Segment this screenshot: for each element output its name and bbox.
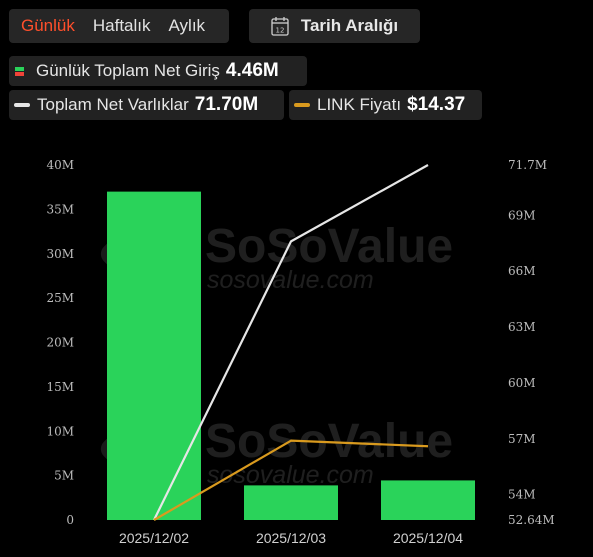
- right-tick-label: 71.7M: [508, 158, 547, 172]
- left-tick-label: 5M: [54, 469, 74, 483]
- bar[interactable]: [244, 485, 338, 520]
- date-range-button[interactable]: 12 Tarih Aralığı: [249, 9, 420, 43]
- left-tick-label: 25M: [46, 291, 74, 305]
- legend-daily-inflow-name: Günlük Toplam Net Giriş: [36, 61, 220, 80]
- legend-total-net-assets-name: Toplam Net Varlıklar: [37, 95, 189, 114]
- right-tick-label: 52.64M: [508, 513, 555, 527]
- watermark-brand: SoSoValue: [205, 220, 453, 273]
- right-axis: 52.64M 54M 57M 60M 63M 66M 69M 71.7M: [508, 158, 555, 527]
- tab-monthly[interactable]: Aylık: [168, 16, 206, 35]
- series-line[interactable]: [153, 164, 429, 521]
- left-tick-label: 40M: [46, 158, 74, 172]
- left-tick-label: 15M: [46, 380, 74, 394]
- legend-link-price[interactable]: LINK Fiyatı $14.37: [289, 90, 482, 120]
- bar[interactable]: [107, 191, 201, 520]
- legend-daily-inflow-value: 4.46M: [225, 60, 279, 81]
- right-tick-label: 60M: [508, 376, 536, 390]
- watermark-url: sosovalue.com: [207, 461, 374, 489]
- bar-swatch-icon: [15, 66, 24, 76]
- legend-link-price-value: $14.37: [407, 94, 466, 115]
- watermark-url: sosovalue.com: [207, 266, 374, 294]
- tab-daily[interactable]: Günlük: [21, 16, 75, 35]
- svg-text:12: 12: [275, 27, 284, 35]
- bar[interactable]: [381, 480, 475, 520]
- left-tick-label: 35M: [46, 202, 74, 216]
- tab-weekly[interactable]: Haftalık: [92, 16, 151, 35]
- legend-daily-inflow[interactable]: Günlük Toplam Net Giriş 4.46M: [9, 56, 307, 86]
- right-tick-label: 63M: [508, 320, 536, 334]
- left-tick-label: 10M: [46, 424, 74, 438]
- date-range-label: Tarih Aralığı: [300, 16, 399, 35]
- left-tick-label: 30M: [46, 247, 74, 261]
- line-swatch-icon: [294, 103, 310, 107]
- x-tick-label: 2025/12/03: [256, 530, 326, 546]
- right-tick-label: 66M: [508, 264, 536, 278]
- line-swatch-icon: [14, 103, 30, 107]
- x-tick-label: 2025/12/02: [119, 530, 189, 546]
- legend-link-price-name: LINK Fiyatı: [317, 95, 402, 114]
- x-tick-label: 2025/12/04: [393, 530, 463, 546]
- right-tick-label: 57M: [508, 432, 536, 446]
- right-tick-label: 54M: [508, 488, 536, 502]
- line-series: [153, 164, 429, 521]
- bar-series: [107, 191, 475, 520]
- left-axis: 0 5M 10M 15M 20M 25M 30M 35M 40M: [46, 158, 74, 527]
- series-line[interactable]: [153, 439, 429, 521]
- legend-total-net-assets-value: 71.70M: [194, 94, 259, 115]
- right-tick-label: 69M: [508, 208, 536, 222]
- x-axis: 2025/12/02 2025/12/03 2025/12/04: [119, 530, 463, 546]
- left-tick-label: 0: [66, 513, 74, 527]
- legend-total-net-assets[interactable]: Toplam Net Varlıklar 71.70M: [9, 90, 284, 120]
- period-tabs: Günlük Haftalık Aylık: [9, 9, 229, 43]
- left-tick-label: 20M: [46, 336, 74, 350]
- calendar-icon: 12: [271, 17, 289, 36]
